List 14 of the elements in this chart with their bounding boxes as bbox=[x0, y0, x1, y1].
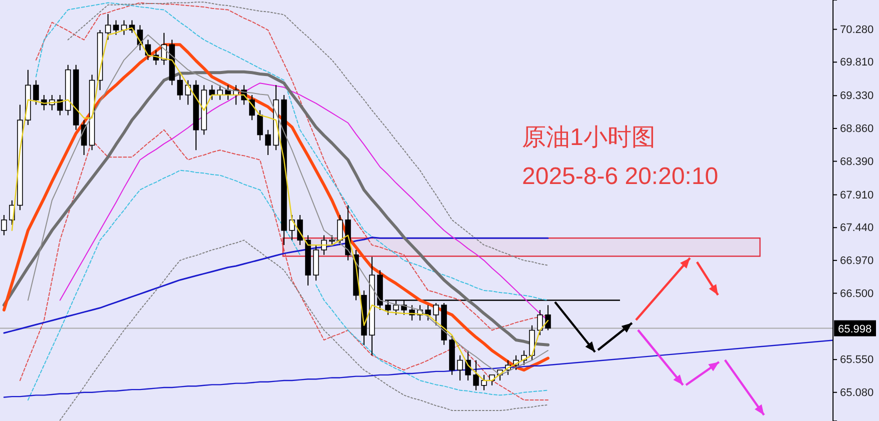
y-tick-label: 69.330 bbox=[840, 90, 874, 102]
y-tick-label: 68.860 bbox=[840, 122, 874, 135]
y-tick-label: 67.910 bbox=[840, 189, 874, 202]
text: 原油1小时图 bbox=[522, 124, 656, 151]
y-tick-label: 70.280 bbox=[840, 24, 874, 36]
y-tick-label: 69.810 bbox=[840, 56, 874, 69]
ref-line-label: 65.998 bbox=[838, 323, 872, 336]
y-tick-label: 67.440 bbox=[840, 222, 874, 234]
y-tick-label: 65.080 bbox=[840, 386, 874, 399]
y-tick-label: 65.550 bbox=[840, 354, 874, 366]
text: 2025-8-6 20:20:10 bbox=[522, 163, 718, 190]
y-tick-label: 68.390 bbox=[840, 156, 874, 168]
y-tick-label: 66.970 bbox=[840, 254, 874, 267]
y-tick-label: 66.500 bbox=[840, 288, 874, 300]
